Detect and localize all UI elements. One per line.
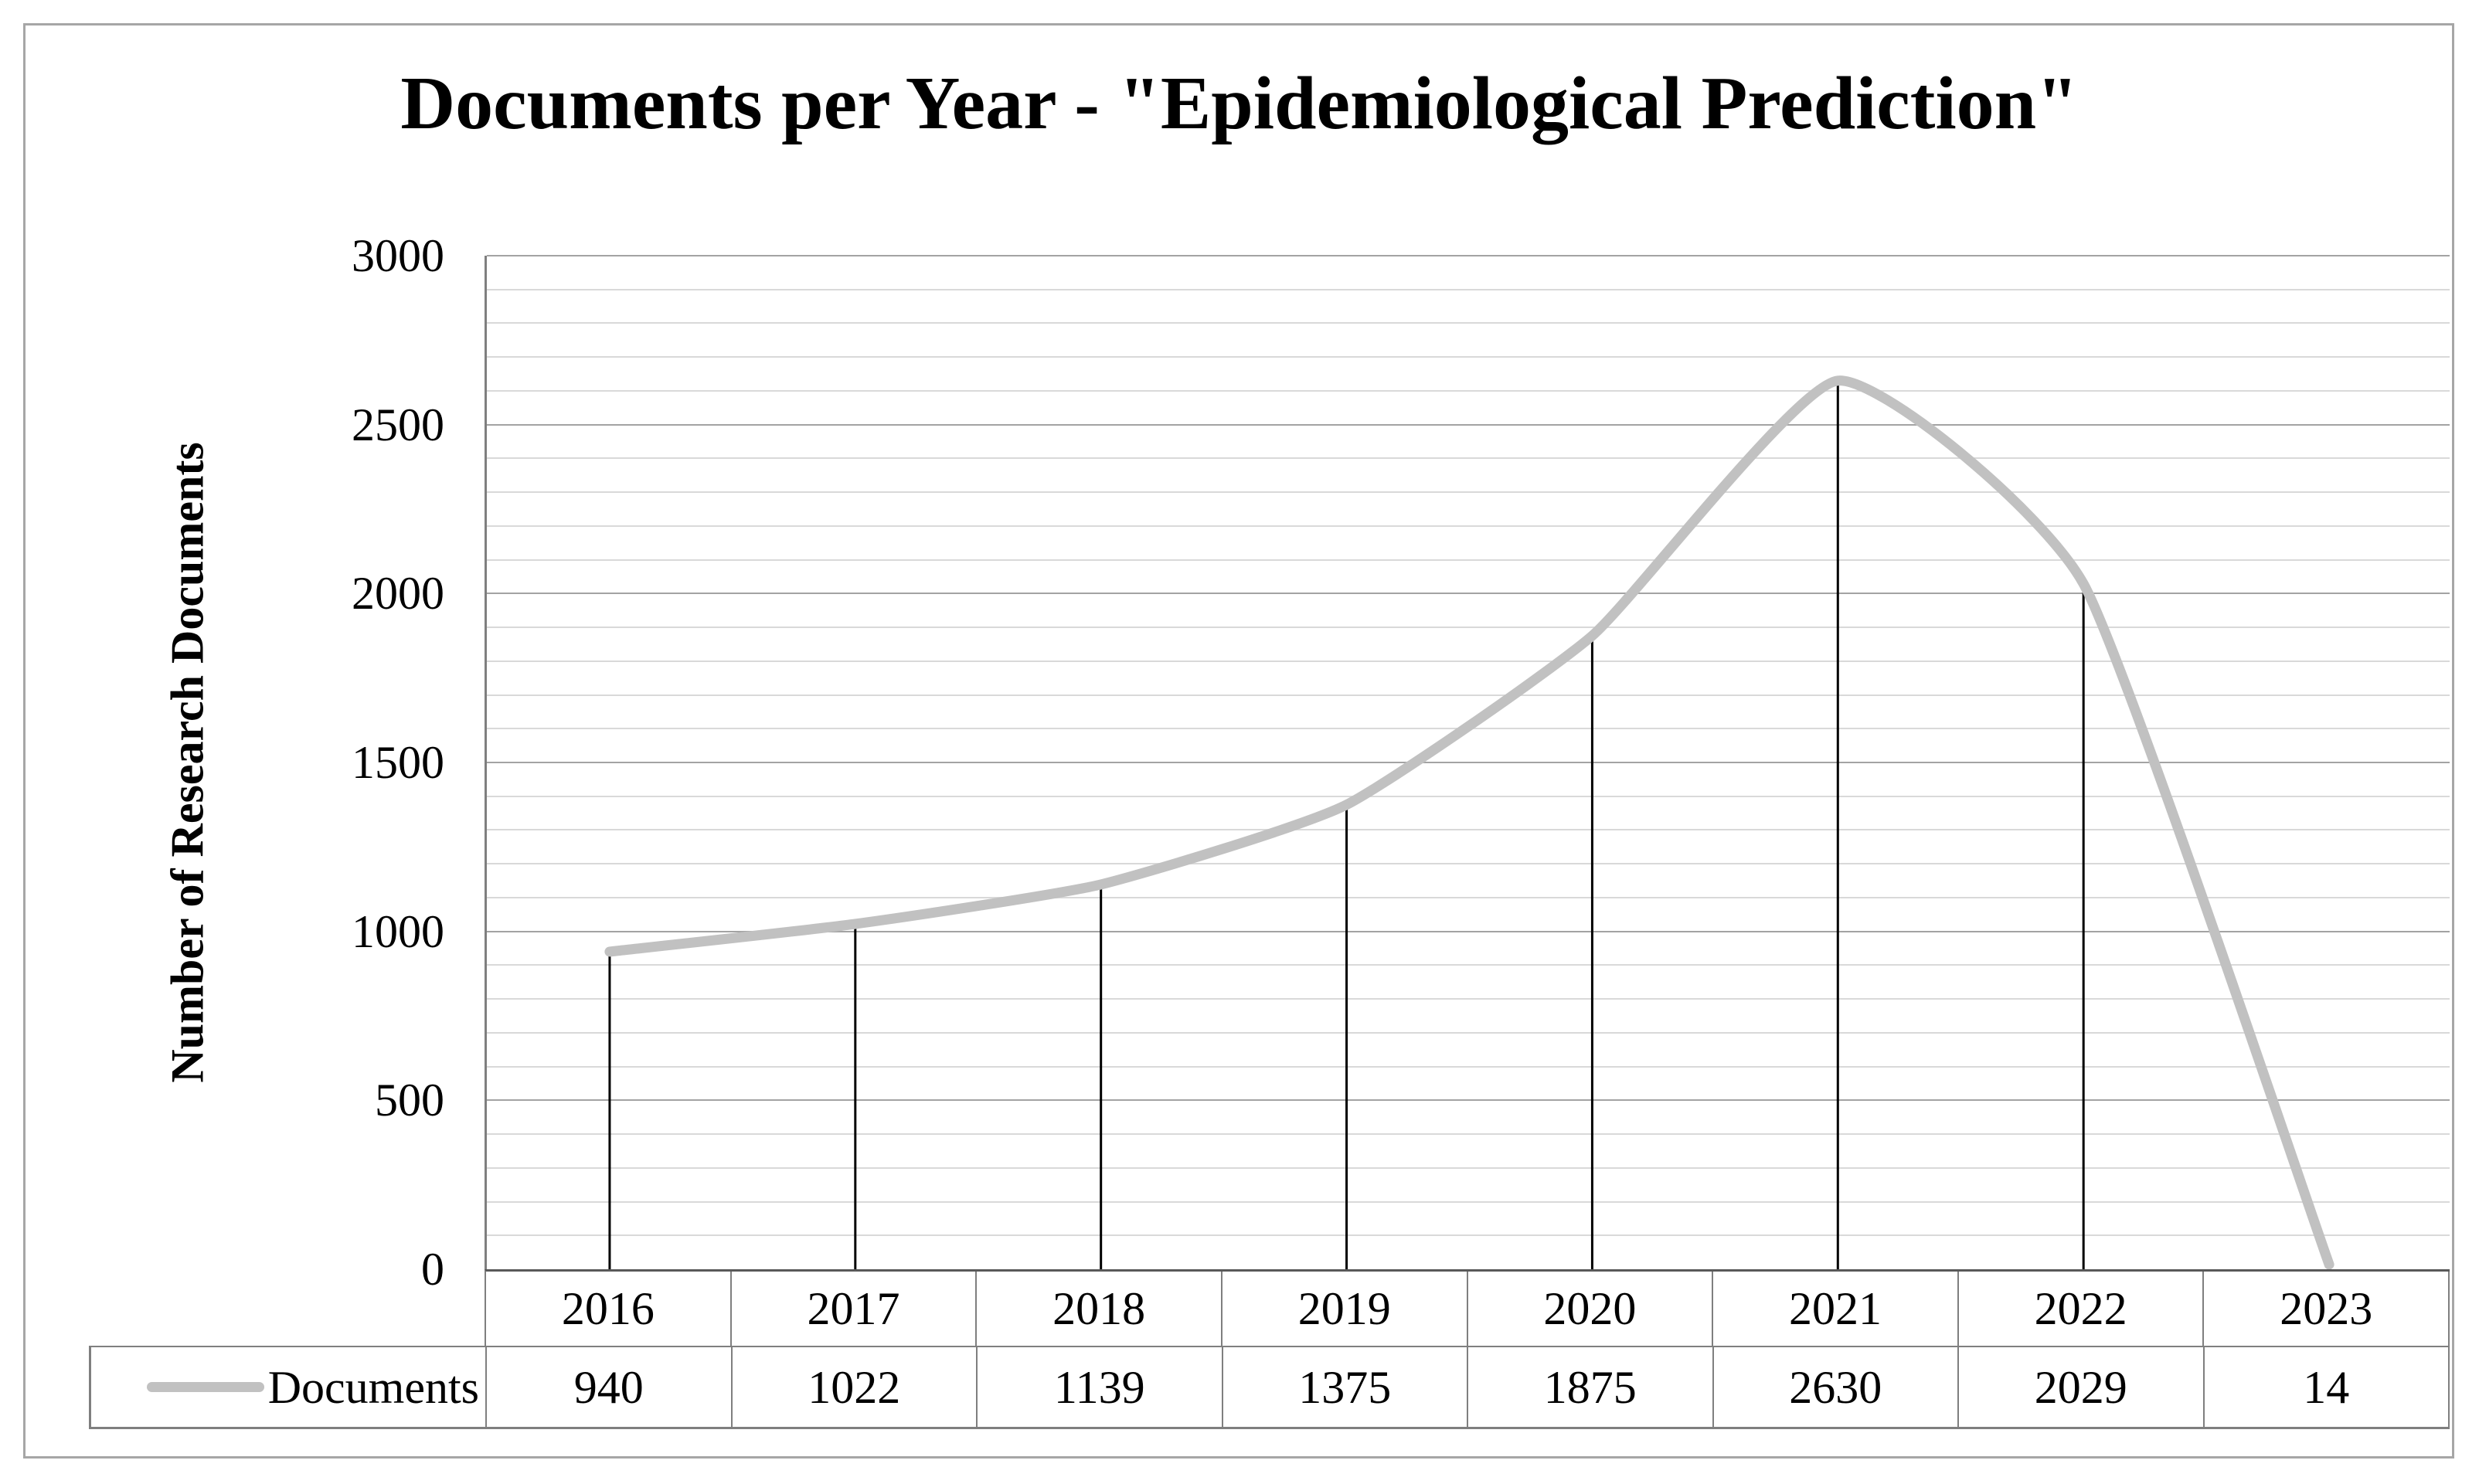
minor-gridline [487,964,2450,966]
y-tick-label: 3000 [352,230,444,281]
major-gridline [487,423,2450,426]
legend-line-swatch [146,1382,264,1392]
minor-gridline [487,829,2450,831]
category-cell: 2021 [1713,1272,1959,1346]
category-row: 2016 2017 2018 2019 2020 2021 2022 2023 [485,1269,2450,1346]
value-cell: 2630 [1714,1347,1959,1427]
category-cell: 2022 [1959,1272,2205,1346]
minor-gridline [487,322,2450,324]
legend-cell: Documents [91,1347,487,1427]
minor-gridline [487,998,2450,1000]
minor-gridline [487,863,2450,865]
minor-gridline [487,559,2450,561]
minor-gridline [487,694,2450,696]
chart-title: Documents per Year - "Epidemiological Pr… [400,62,2079,145]
minor-gridline [487,1031,2450,1034]
value-cell: 1875 [1468,1347,1714,1427]
minor-gridline [487,457,2450,460]
minor-gridline [487,1234,2450,1237]
category-cell: 2023 [2204,1272,2450,1346]
y-tick-label: 1000 [352,905,444,957]
major-gridline [487,930,2450,932]
series-line-documents [604,375,2334,1270]
value-cell: 2029 [1959,1347,2205,1427]
minor-gridline [487,896,2450,898]
major-gridline [487,593,2450,595]
minor-gridline [487,795,2450,797]
value-cell: 14 [2205,1347,2450,1427]
minor-gridline [487,627,2450,629]
major-gridline [487,762,2450,763]
minor-gridline [487,389,2450,392]
minor-gridline [487,491,2450,494]
value-cell: 1375 [1223,1347,1468,1427]
chart-frame [23,23,2454,1459]
minor-gridline [487,1133,2450,1136]
minor-gridline [487,1200,2450,1203]
minor-gridline [487,660,2450,662]
minor-gridline [487,525,2450,527]
minor-gridline [487,356,2450,358]
minor-gridline [487,288,2450,290]
major-gridline [487,1099,2450,1102]
value-row: Documents 940 1022 1139 1375 1875 2630 2029 14 [89,1346,2450,1429]
major-gridline [487,255,2450,256]
y-tick-label: 2000 [352,568,444,620]
series-svg [604,375,2334,1270]
legend-label: Documents [267,1361,479,1413]
minor-gridline [487,1166,2450,1169]
y-tick-label: 1500 [352,737,444,788]
value-cell: 1022 [733,1347,978,1427]
category-cell: 2019 [1222,1272,1468,1346]
category-cell: 2016 [486,1272,732,1346]
y-tick-label: 0 [421,1244,444,1295]
y-tick-label: 2500 [352,399,444,450]
y-axis-title: Number of Research Documents [162,442,213,1083]
y-tick-label: 500 [375,1075,444,1126]
category-cell: 2018 [977,1272,1222,1346]
category-cell: 2020 [1468,1272,1714,1346]
value-cell: 1139 [978,1347,1223,1427]
plot-area [485,255,2450,1270]
category-cell: 2017 [732,1272,978,1346]
value-cell: 940 [487,1347,733,1427]
minor-gridline [487,1065,2450,1068]
